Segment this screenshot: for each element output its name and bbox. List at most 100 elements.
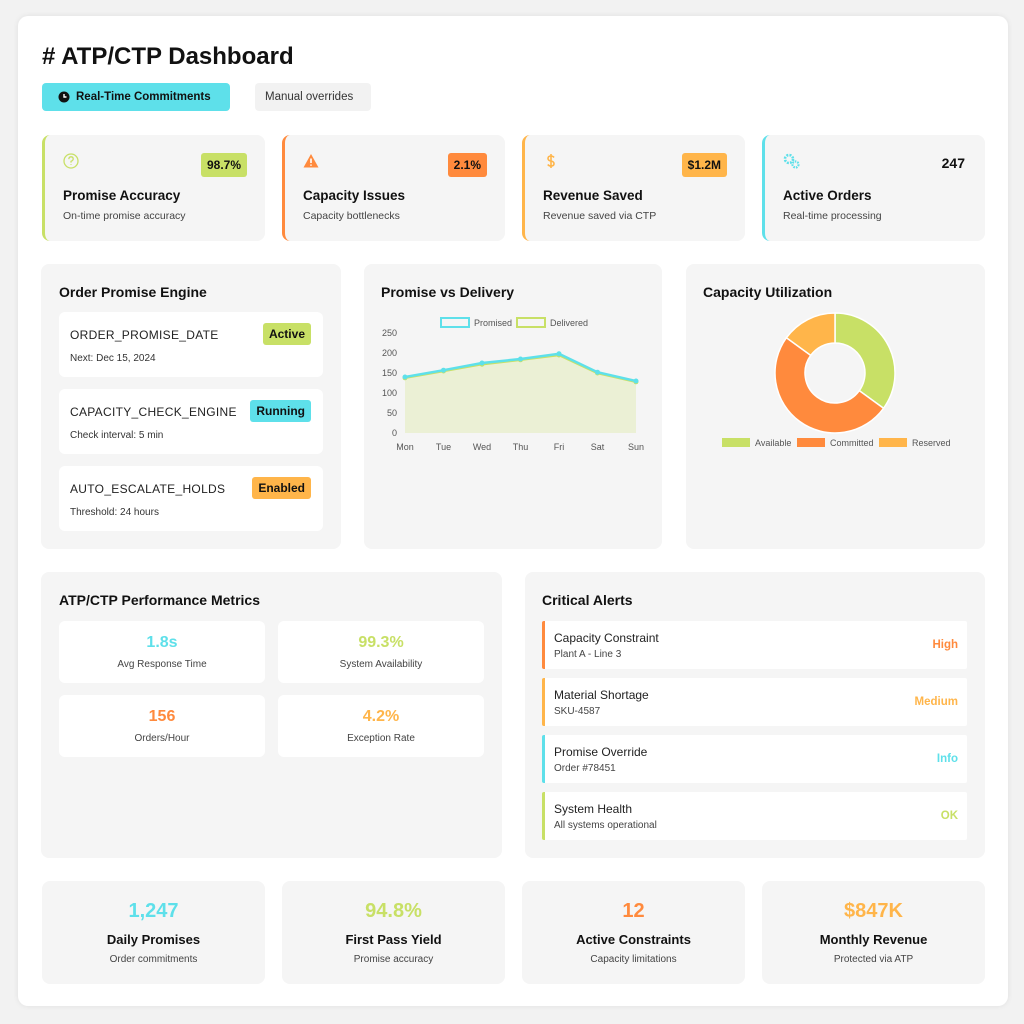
summary-card: 94.8% First Pass Yield Promise accuracy (282, 881, 505, 984)
engine-name: ORDER_PROMISE_DATE (70, 328, 219, 342)
summary-value: 12 (622, 900, 645, 922)
legend-label: Available (755, 438, 791, 448)
kpi-badge: 2.1% (447, 153, 487, 177)
legend-swatch (516, 317, 546, 328)
icon-gear (791, 160, 800, 169)
kpi-value: 247 (941, 155, 965, 171)
kpi-subtitle: Capacity bottlenecks (303, 210, 400, 222)
clock-hands (63, 94, 67, 98)
alert-detail: Order #78451 (554, 763, 616, 774)
kpi-subtitle: Real-time processing (783, 210, 882, 222)
summary-subtitle: Capacity limitations (590, 954, 677, 965)
metric-box: 99.3% System Availability (278, 621, 484, 683)
y-tick-label: 50 (387, 408, 397, 418)
metric-value: 99.3% (358, 634, 404, 651)
summary-label: Monthly Revenue (819, 932, 928, 947)
alert-row: System Health All systems operational OK (542, 792, 967, 840)
alert-title: Capacity Constraint (554, 631, 659, 645)
summary-card: 12 Active Constraints Capacity limitations (522, 881, 745, 984)
tab[interactable]: Manual overrides (255, 83, 371, 111)
kpi-card: 247 Active Orders Real-time processing (762, 135, 985, 241)
metric-box: 4.2% Exception Rate (278, 695, 484, 757)
summary-value: 94.8% (365, 900, 422, 922)
engine-panel: Order Promise Engine ORDER_PROMISE_DATE Ac… (41, 264, 341, 549)
metric-value: 4.2% (362, 708, 400, 725)
doughnut-segment (834, 312, 896, 410)
alert-row: Material Shortage SKU-4587 Medium (542, 678, 967, 726)
legend-swatch (440, 317, 470, 328)
kpi-label: Capacity Issues (303, 188, 406, 203)
panel-title: ATP/CTP Performance Metrics (59, 592, 260, 608)
metric-value: 1.8s (146, 634, 178, 651)
metric-box: 1.8s Avg Response Time (59, 621, 265, 683)
kpi-icon (783, 153, 800, 169)
x-tick-label: Thu (513, 442, 529, 452)
kpi-subtitle: Revenue saved via CTP (543, 210, 657, 222)
legend-swatch (722, 438, 750, 447)
engine-status: Active (262, 323, 311, 345)
legend-label: Committed (830, 438, 874, 448)
page-title: # ATP/CTP Dashboard (42, 43, 294, 70)
doughnut-segment (785, 312, 836, 357)
engine-item: CAPACITY_CHECK_ENGINE Running Check interv… (59, 389, 323, 454)
metric-label: Orders/Hour (134, 733, 190, 744)
summary-value: 1,247 (128, 900, 179, 922)
engine-name: AUTO_ESCALATE_HOLDS (70, 482, 226, 496)
alert-level: High (932, 639, 958, 651)
point (441, 367, 446, 373)
metric-label: Avg Response Time (117, 659, 207, 670)
engine-name: CAPACITY_CHECK_ENGINE (70, 405, 237, 419)
summary-subtitle: Protected via ATP (833, 954, 914, 965)
kpi-label: Revenue Saved (543, 188, 643, 203)
icon-dollar (547, 154, 555, 168)
kpi-icon (303, 154, 319, 168)
x-tick-label: Fri (554, 442, 565, 452)
engine-status: Running (250, 400, 311, 422)
summary-label: First Pass Yield (345, 932, 442, 947)
alert-title: System Health (554, 802, 633, 816)
chart-panel: Promise vs Delivery 0 50 100 150 200 250 Mon Tue… (364, 264, 662, 549)
legend-label: Delivered (550, 318, 588, 328)
engine-detail: Next: Dec 15, 2024 (70, 353, 156, 364)
alert-detail: All systems operational (554, 820, 657, 831)
kpi-card: $1.2M Revenue Saved Revenue saved via CTP (522, 135, 745, 241)
x-tick-label: Sat (591, 442, 605, 452)
panel-title: Order Promise Engine (59, 284, 207, 300)
summary-subtitle: Order commitments (109, 954, 198, 965)
summary-card: 1,247 Daily Promises Order commitments (42, 881, 265, 984)
x-tick-label: Tue (436, 442, 451, 452)
point (633, 378, 639, 384)
point (402, 374, 408, 380)
summary-label: Active Constraints (576, 932, 691, 947)
panel-title: Critical Alerts (542, 592, 633, 608)
metric-label: Exception Rate (347, 733, 415, 744)
alert-level: Info (936, 753, 958, 765)
panel-title: Capacity Utilization (703, 284, 833, 300)
doughnut-segment (774, 336, 885, 434)
engine-status: Enabled (252, 477, 311, 499)
y-tick-label: 200 (382, 348, 397, 358)
kpi-badge: 98.7% (200, 153, 247, 177)
clock-icon (58, 91, 70, 103)
x-tick-label: Mon (396, 442, 414, 452)
point (518, 356, 523, 362)
alert-row: Promise Override Order #78451 Info (542, 735, 967, 783)
legend-swatch (797, 438, 825, 447)
summary-card: $847K Monthly Revenue Protected via ATP (762, 881, 985, 984)
metric-value: 156 (148, 708, 176, 725)
legend-label: Reserved (912, 438, 951, 448)
alert-detail: SKU-4587 (554, 706, 601, 717)
x-tick-label: Wed (473, 442, 491, 452)
alert-level: Medium (914, 696, 958, 708)
kpi-label: Promise Accuracy (63, 188, 181, 203)
tab-active[interactable]: Real-Time Commitments (42, 83, 230, 111)
kpi-label: Active Orders (783, 188, 872, 203)
alert-title: Promise Override (554, 745, 648, 759)
y-tick-label: 100 (382, 388, 397, 398)
x-tick-label: Sun (628, 442, 644, 452)
panel-title: Promise vs Delivery (381, 284, 515, 300)
metric-label: System Availability (339, 659, 423, 670)
kpi-card: 98.7% Promise Accuracy On-time promise acc… (42, 135, 265, 241)
kpi-subtitle: On-time promise accuracy (63, 210, 186, 222)
